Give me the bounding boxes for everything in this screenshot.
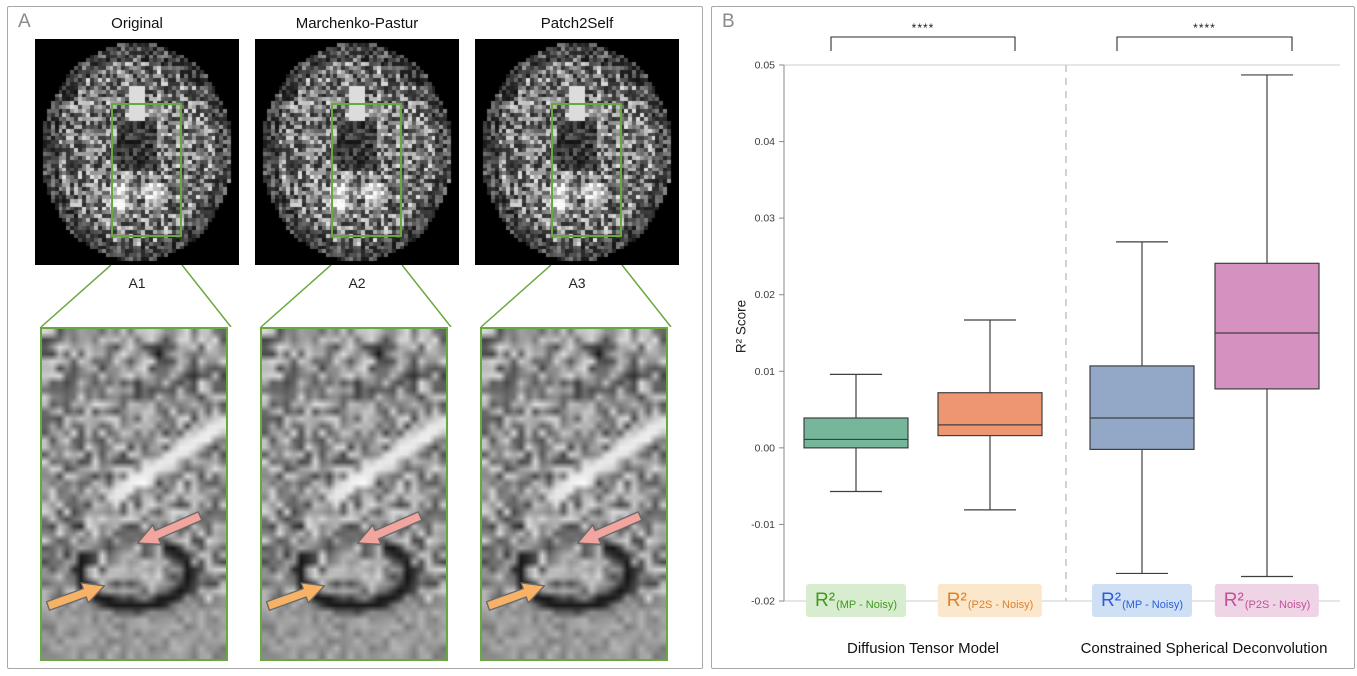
zoom-label: A2: [348, 275, 366, 291]
boxplot-chart: 0.05 0.04 0.03 0.02 0.01 0.00 -0.01 -0.02 **** **…: [751, 21, 1340, 608]
y-tick-label: 0.01: [755, 366, 776, 378]
panel-b-label: B: [722, 11, 735, 32]
brain-image-wrap: [35, 39, 239, 265]
orange-arrow-icon: [485, 582, 546, 611]
annotation-arrows: [265, 511, 423, 611]
panel-a: A Original A1 Marchenko-Past: [7, 6, 703, 669]
annotation-arrows: [45, 511, 203, 611]
group-label-dtm: Diffusion Tensor Model: [846, 640, 1000, 657]
column-title: Patch2Self: [540, 15, 614, 32]
pink-arrow-icon: [356, 511, 423, 546]
roi-connector-lines: [40, 265, 232, 327]
y-tick-label: 0.00: [755, 442, 776, 454]
zoom-mri-image: [262, 329, 446, 659]
group-label-csd: Constrained Spherical Deconvolution: [1080, 640, 1328, 657]
significance-bracket-1: [1116, 36, 1293, 51]
zoom-mri-image: [42, 329, 226, 659]
boxplot-box-3: [1214, 262, 1320, 390]
roi-rectangle: [111, 103, 182, 237]
zoom-label: A3: [568, 275, 586, 291]
brain-image-wrap: [475, 39, 679, 265]
zoom-image-wrap: [480, 327, 668, 661]
panel-b: B R² Score 0.05 0.04 0.03 0.02 0.01 0.00 -0.01…: [711, 6, 1355, 669]
zoom-mri-image: [482, 329, 666, 659]
column-original: Original A1: [28, 13, 246, 665]
boxplot-box-1: [937, 392, 1043, 437]
orange-arrow-icon: [45, 582, 106, 611]
roi-connector-lines: [260, 265, 452, 327]
column-patch2self: Patch2Self A3: [468, 13, 686, 665]
column-title: Marchenko-Pastur: [295, 15, 419, 32]
y-tick-label: 0.02: [755, 289, 776, 301]
y-tick-label: 0.05: [755, 60, 776, 72]
roi-rectangle: [551, 103, 622, 237]
y-tick-label: 0.04: [755, 136, 776, 148]
significance-stars-1: ****: [1193, 21, 1216, 35]
orange-arrow-icon: [265, 582, 326, 611]
pink-arrow-icon: [576, 511, 643, 546]
significance-bracket-0: [830, 36, 1016, 51]
y-tick-label: 0.03: [755, 213, 776, 225]
y-tick-label: -0.02: [751, 596, 775, 608]
boxplot-box-2: [1089, 365, 1195, 450]
brain-mri-image: [475, 39, 679, 265]
significance-stars-0: ****: [912, 21, 935, 35]
roi-connector-lines: [480, 265, 672, 327]
zoom-image-wrap: [40, 327, 228, 661]
column-marchenko-pastur: Marchenko-Pastur A2: [248, 13, 466, 665]
column-title: Original: [111, 15, 163, 32]
zoom-label: A1: [128, 275, 146, 291]
brain-mri-image: [35, 39, 239, 265]
panel-a-label: A: [18, 11, 31, 32]
brain-mri-image: [255, 39, 459, 265]
y-tick-label: -0.01: [751, 519, 775, 531]
pink-arrow-icon: [136, 511, 203, 546]
roi-rectangle: [331, 103, 402, 237]
boxplot-box-0: [803, 417, 909, 449]
annotation-arrows: [485, 511, 643, 611]
brain-image-wrap: [255, 39, 459, 265]
zoom-image-wrap: [260, 327, 448, 661]
